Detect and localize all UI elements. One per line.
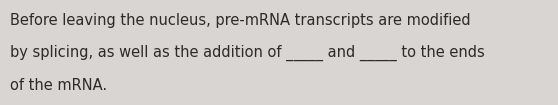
Text: Before leaving the nucleus, pre-mRNA transcripts are modified: Before leaving the nucleus, pre-mRNA tra… [10,13,470,28]
Text: by splicing, as well as the addition of _____ and _____ to the ends: by splicing, as well as the addition of … [10,45,485,61]
Text: of the mRNA.: of the mRNA. [10,78,107,93]
